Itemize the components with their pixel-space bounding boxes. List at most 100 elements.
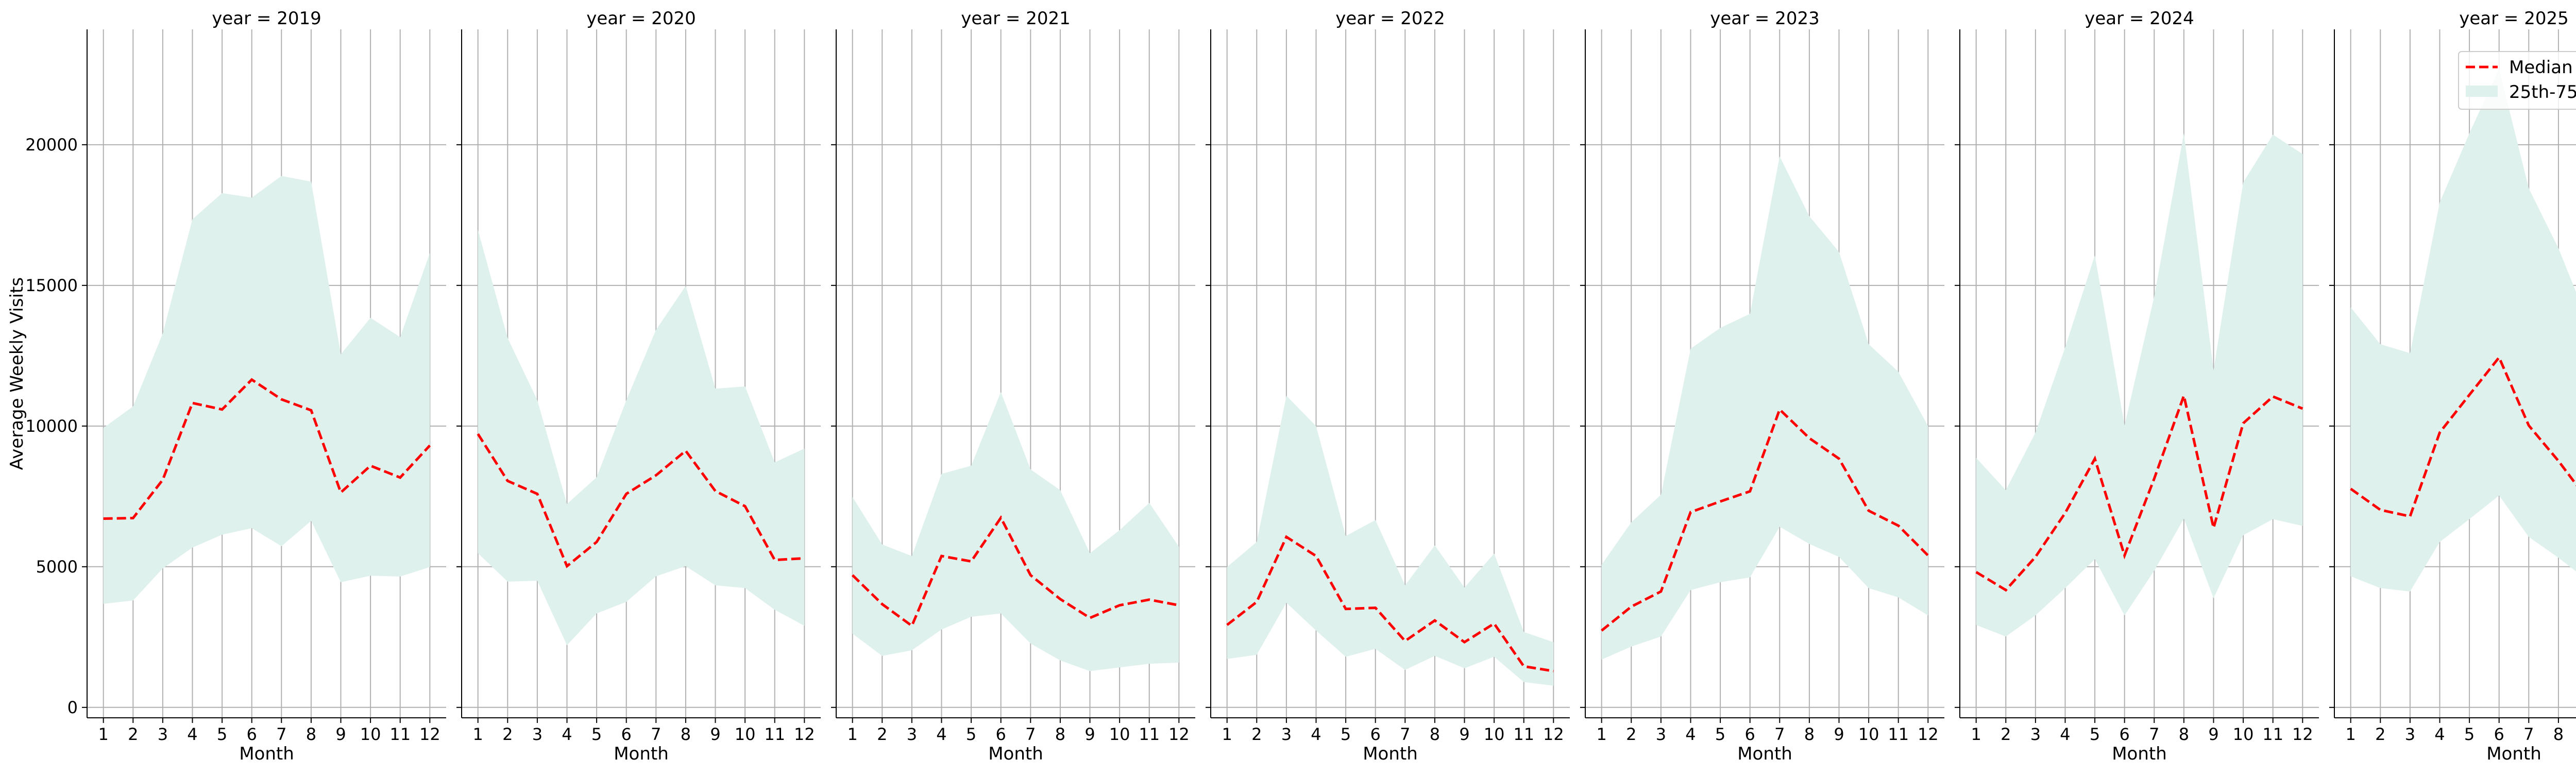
panel-title: year = 2019 — [212, 8, 321, 29]
x-tick-label: 4 — [2060, 725, 2070, 744]
x-tick-label: 4 — [187, 725, 197, 744]
y-axis-label: Average Weekly Visits — [7, 277, 27, 470]
x-axis-label: Month — [1737, 744, 1792, 764]
x-tick-label: 11 — [764, 725, 785, 744]
x-tick-label: 2 — [502, 725, 513, 744]
x-tick-label: 6 — [2494, 725, 2504, 744]
x-tick-label: 8 — [2553, 725, 2564, 744]
x-tick-label: 8 — [1430, 725, 1440, 744]
x-tick-label: 3 — [2030, 725, 2041, 744]
x-tick-label: 2 — [2375, 725, 2385, 744]
x-axis-label: Month — [2112, 744, 2167, 764]
x-tick-label: 8 — [681, 725, 691, 744]
x-tick-label: 9 — [1459, 725, 1469, 744]
x-tick-label: 1 — [98, 725, 109, 744]
x-tick-label: 3 — [532, 725, 543, 744]
x-tick-label: 3 — [1656, 725, 1666, 744]
x-tick-label: 10 — [1858, 725, 1879, 744]
x-tick-label: 7 — [276, 725, 286, 744]
x-tick-label: 4 — [2434, 725, 2445, 744]
percentile-band — [104, 176, 430, 603]
y-tick-label: 5000 — [36, 557, 78, 577]
x-tick-label: 7 — [651, 725, 661, 744]
x-tick-label: 3 — [158, 725, 168, 744]
x-tick-label: 2 — [877, 725, 887, 744]
percentile-band — [1227, 396, 1554, 686]
x-tick-label: 6 — [621, 725, 632, 744]
x-tick-label: 3 — [907, 725, 917, 744]
y-tick-label: 0 — [67, 698, 78, 717]
x-tick-label: 4 — [562, 725, 572, 744]
x-tick-label: 12 — [2292, 725, 2313, 744]
x-tick-label: 2 — [2001, 725, 2011, 744]
y-tick-label: 15000 — [25, 276, 78, 295]
x-tick-label: 6 — [1370, 725, 1381, 744]
x-tick-label: 5 — [591, 725, 602, 744]
x-tick-label: 11 — [1513, 725, 1534, 744]
x-tick-label: 1 — [1971, 725, 1981, 744]
panel-title: year = 2022 — [1335, 8, 1445, 29]
percentile-band — [1602, 156, 1928, 660]
x-axis-label: Month — [2486, 744, 2541, 764]
x-tick-label: 11 — [389, 725, 411, 744]
percentile-band — [478, 230, 805, 645]
x-axis-label: Month — [1363, 744, 1418, 764]
x-tick-label: 6 — [2120, 725, 2130, 744]
panel-title: year = 2024 — [2084, 8, 2194, 29]
x-tick-label: 9 — [335, 725, 346, 744]
panel-title: year = 2025 — [2459, 8, 2568, 29]
x-tick-label: 7 — [2149, 725, 2159, 744]
x-tick-label: 2 — [128, 725, 138, 744]
x-tick-label: 5 — [1715, 725, 1725, 744]
x-tick-label: 6 — [1745, 725, 1755, 744]
x-tick-label: 6 — [996, 725, 1006, 744]
x-tick-label: 6 — [247, 725, 257, 744]
x-tick-label: 10 — [735, 725, 756, 744]
x-tick-label: 9 — [1084, 725, 1095, 744]
x-tick-label: 12 — [794, 725, 815, 744]
panel-title: year = 2020 — [586, 8, 696, 29]
x-tick-label: 12 — [419, 725, 440, 744]
percentile-band — [2351, 69, 2576, 591]
x-tick-label: 5 — [2090, 725, 2100, 744]
x-tick-label: 8 — [2179, 725, 2189, 744]
panel-title: year = 2021 — [961, 8, 1070, 29]
x-tick-label: 7 — [1400, 725, 1410, 744]
legend: Median 25th-75th Percentile — [2459, 52, 2576, 109]
x-tick-label: 12 — [1168, 725, 1190, 744]
x-tick-label: 8 — [306, 725, 316, 744]
x-tick-label: 9 — [1834, 725, 1844, 744]
x-tick-label: 5 — [2464, 725, 2475, 744]
x-tick-label: 1 — [1597, 725, 1607, 744]
x-axis-label: Month — [614, 744, 669, 764]
x-tick-label: 10 — [1109, 725, 1130, 744]
x-tick-label: 9 — [2208, 725, 2218, 744]
x-tick-label: 11 — [1888, 725, 1909, 744]
legend-band-label: 25th-75th Percentile — [2509, 82, 2576, 103]
x-tick-label: 5 — [217, 725, 227, 744]
x-tick-label: 10 — [1484, 725, 1505, 744]
x-tick-label: 10 — [360, 725, 381, 744]
percentile-band — [853, 392, 1179, 671]
x-tick-label: 11 — [2262, 725, 2283, 744]
x-tick-label: 8 — [1804, 725, 1815, 744]
x-tick-label: 4 — [936, 725, 946, 744]
x-tick-label: 5 — [966, 725, 976, 744]
percentile-band — [1976, 133, 2303, 636]
x-axis-label: Month — [239, 744, 294, 764]
x-tick-label: 3 — [2405, 725, 2415, 744]
legend-band-swatch — [2466, 86, 2498, 97]
x-tick-label: 11 — [1139, 725, 1160, 744]
x-tick-label: 7 — [1774, 725, 1785, 744]
y-tick-label: 10000 — [25, 416, 78, 436]
x-tick-label: 1 — [2346, 725, 2356, 744]
x-tick-label: 2 — [1251, 725, 1262, 744]
x-tick-label: 3 — [1281, 725, 1292, 744]
